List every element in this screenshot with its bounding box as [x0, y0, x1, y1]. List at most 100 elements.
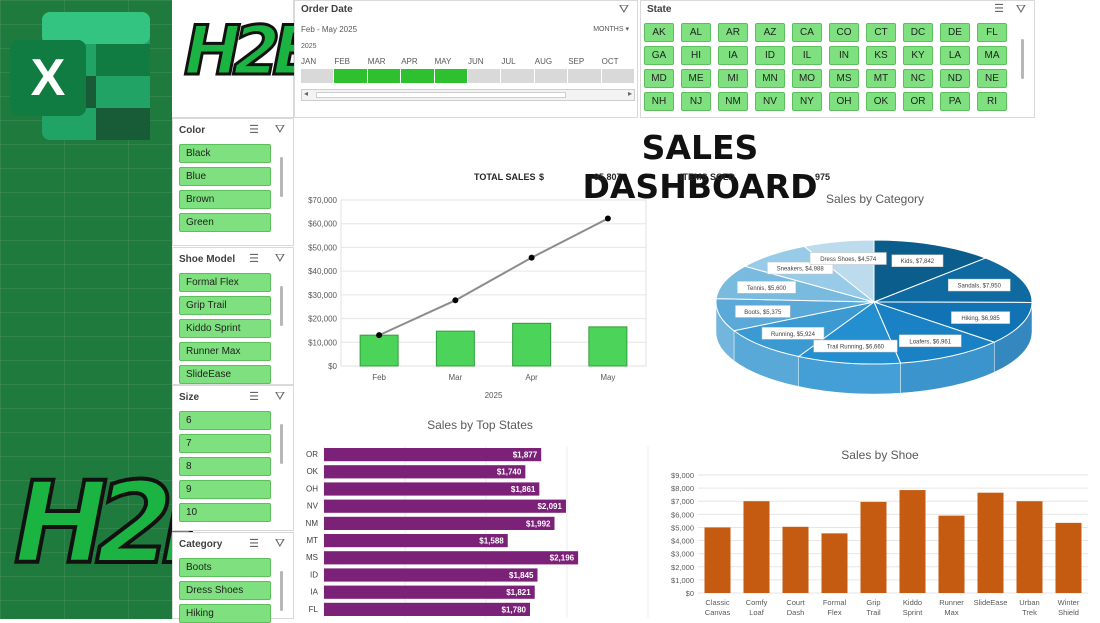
clear-filter-icon[interactable]: ⛛ — [275, 389, 285, 404]
timeline-month-may[interactable] — [435, 69, 468, 83]
size-option-6[interactable]: 6 — [179, 411, 271, 430]
multiselect-icon[interactable]: ☰ — [249, 537, 259, 550]
color-option-black[interactable]: Black — [179, 144, 271, 163]
timeline-month-label: MAY — [435, 57, 452, 66]
shoe-model-option-grip-trail[interactable]: Grip Trail — [179, 296, 271, 315]
category-option-dress-shoes[interactable]: Dress Shoes — [179, 581, 271, 600]
state-button-ny[interactable]: NY — [792, 92, 822, 111]
shoe-model-option-runner-max[interactable]: Runner Max — [179, 342, 271, 361]
timeline-month-mar[interactable] — [368, 69, 401, 83]
state-button-ri[interactable]: RI — [977, 92, 1007, 111]
color-option-brown[interactable]: Brown — [179, 190, 271, 209]
shoe-bar-comfy-loaf — [744, 501, 770, 593]
clear-filter-icon[interactable]: ⛛ — [619, 2, 629, 17]
state-button-il[interactable]: IL — [792, 46, 822, 65]
multiselect-icon[interactable]: ☰ — [249, 252, 259, 265]
multiselect-icon[interactable]: ☰ — [994, 2, 1004, 15]
scroll-right-icon[interactable]: ▸ — [628, 89, 632, 98]
state-button-nv[interactable]: NV — [755, 92, 785, 111]
state-button-mt[interactable]: MT — [866, 69, 896, 88]
state-button-ar[interactable]: AR — [718, 23, 748, 42]
timeline-month-jan[interactable] — [301, 69, 334, 83]
scroll-left-icon[interactable]: ◂ — [304, 89, 308, 98]
state-axis-label: IA — [310, 588, 318, 597]
state-button-id[interactable]: ID — [755, 46, 785, 65]
clear-filter-icon[interactable]: ⛛ — [1016, 2, 1026, 17]
state-button-oh[interactable]: OH — [829, 92, 859, 111]
state-button-co[interactable]: CO — [829, 23, 859, 42]
clear-filter-icon[interactable]: ⛛ — [275, 122, 285, 137]
size-scrollbar[interactable] — [280, 424, 283, 464]
state-button-ma[interactable]: MA — [977, 46, 1007, 65]
state-button-nc[interactable]: NC — [903, 69, 933, 88]
state-button-ca[interactable]: CA — [792, 23, 822, 42]
timeline-scrollbar[interactable]: ◂ ▸ — [301, 89, 635, 101]
color-option-green[interactable]: Green — [179, 213, 271, 232]
state-button-ne[interactable]: NE — [977, 69, 1007, 88]
size-slicer-title: Size — [179, 392, 199, 403]
timeline-month-apr[interactable] — [401, 69, 434, 83]
pie-label: Sneakers, $4,988 — [777, 267, 825, 273]
state-button-mo[interactable]: MO — [792, 69, 822, 88]
shoe-model-option-kiddo-sprint[interactable]: Kiddo Sprint — [179, 319, 271, 338]
state-slicer-title: State — [647, 4, 671, 15]
shoe-model-option-formal-flex[interactable]: Formal Flex — [179, 273, 271, 292]
state-button-nh[interactable]: NH — [644, 92, 674, 111]
clear-filter-icon[interactable]: ⛛ — [275, 251, 285, 266]
shoe-model-scrollbar[interactable] — [280, 286, 283, 326]
line-point — [452, 297, 458, 303]
state-button-nd[interactable]: ND — [940, 69, 970, 88]
timeline-scroll-thumb[interactable] — [316, 92, 566, 98]
multiselect-icon[interactable]: ☰ — [249, 123, 259, 136]
state-button-md[interactable]: MD — [644, 69, 674, 88]
pie-label: Kids, $7,842 — [901, 259, 935, 265]
state-button-in[interactable]: IN — [829, 46, 859, 65]
state-button-az[interactable]: AZ — [755, 23, 785, 42]
pie-label: Boots, $5,375 — [744, 310, 782, 316]
timeline-month-feb[interactable] — [334, 69, 367, 83]
color-option-blue[interactable]: Blue — [179, 167, 271, 186]
state-button-al[interactable]: AL — [681, 23, 711, 42]
state-button-ct[interactable]: CT — [866, 23, 896, 42]
state-button-ks[interactable]: KS — [866, 46, 896, 65]
state-button-nj[interactable]: NJ — [681, 92, 711, 111]
timeline-month-aug[interactable] — [535, 69, 568, 83]
state-button-ms[interactable]: MS — [829, 69, 859, 88]
state-button-dc[interactable]: DC — [903, 23, 933, 42]
state-button-nm[interactable]: NM — [718, 92, 748, 111]
state-button-mi[interactable]: MI — [718, 69, 748, 88]
category-option-hiking[interactable]: Hiking — [179, 604, 271, 623]
size-option-7[interactable]: 7 — [179, 434, 271, 453]
color-scrollbar[interactable] — [280, 157, 283, 197]
category-scrollbar[interactable] — [280, 571, 283, 611]
state-button-ok[interactable]: OK — [866, 92, 896, 111]
timeline-month-oct[interactable] — [602, 69, 635, 83]
items-sold-label: ITEMS SOLD — [680, 172, 735, 182]
state-button-de[interactable]: DE — [940, 23, 970, 42]
state-button-ky[interactable]: KY — [903, 46, 933, 65]
timeline-month-jun[interactable] — [468, 69, 501, 83]
state-button-la[interactable]: LA — [940, 46, 970, 65]
state-button-me[interactable]: ME — [681, 69, 711, 88]
state-button-ia[interactable]: IA — [718, 46, 748, 65]
multiselect-icon[interactable]: ☰ — [249, 390, 259, 403]
size-option-10[interactable]: 10 — [179, 503, 271, 522]
timeline-level-dropdown[interactable]: MONTHS ▾ — [593, 25, 629, 33]
pie-label: Hiking, $6,985 — [961, 316, 1000, 322]
timeline-month-sep[interactable] — [568, 69, 601, 83]
size-option-9[interactable]: 9 — [179, 480, 271, 499]
state-button-fl[interactable]: FL — [977, 23, 1007, 42]
shoe-model-option-slideease[interactable]: SlideEase — [179, 365, 271, 384]
state-button-pa[interactable]: PA — [940, 92, 970, 111]
state-button-mn[interactable]: MN — [755, 69, 785, 88]
state-bar-value: $1,861 — [511, 485, 536, 494]
state-button-hi[interactable]: HI — [681, 46, 711, 65]
state-scrollbar[interactable] — [1021, 39, 1024, 79]
state-button-or[interactable]: OR — [903, 92, 933, 111]
state-button-ga[interactable]: GA — [644, 46, 674, 65]
category-option-boots[interactable]: Boots — [179, 558, 271, 577]
size-option-8[interactable]: 8 — [179, 457, 271, 476]
clear-filter-icon[interactable]: ⛛ — [275, 536, 285, 551]
timeline-month-jul[interactable] — [501, 69, 534, 83]
state-button-ak[interactable]: AK — [644, 23, 674, 42]
